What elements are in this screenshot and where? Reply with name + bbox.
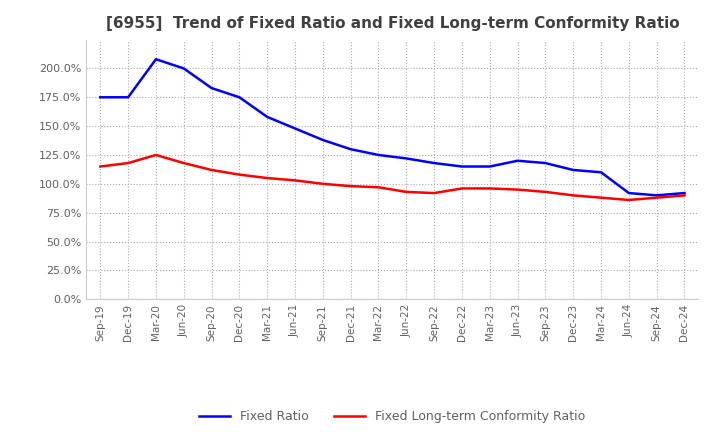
Fixed Ratio	[402, 156, 410, 161]
Fixed Ratio	[179, 66, 188, 71]
Fixed Long-term Conformity Ratio	[374, 185, 383, 190]
Title: [6955]  Trend of Fixed Ratio and Fixed Long-term Conformity Ratio: [6955] Trend of Fixed Ratio and Fixed Lo…	[106, 16, 679, 32]
Fixed Long-term Conformity Ratio	[235, 172, 243, 177]
Fixed Long-term Conformity Ratio	[402, 189, 410, 194]
Fixed Long-term Conformity Ratio	[124, 161, 132, 166]
Fixed Long-term Conformity Ratio	[96, 164, 104, 169]
Fixed Ratio	[124, 95, 132, 100]
Fixed Ratio	[485, 164, 494, 169]
Line: Fixed Ratio: Fixed Ratio	[100, 59, 685, 195]
Fixed Long-term Conformity Ratio	[458, 186, 467, 191]
Fixed Ratio	[541, 161, 550, 166]
Fixed Long-term Conformity Ratio	[569, 193, 577, 198]
Fixed Long-term Conformity Ratio	[346, 183, 355, 189]
Fixed Long-term Conformity Ratio	[652, 195, 661, 200]
Fixed Ratio	[235, 95, 243, 100]
Fixed Ratio	[96, 95, 104, 100]
Fixed Ratio	[652, 193, 661, 198]
Fixed Long-term Conformity Ratio	[430, 191, 438, 196]
Fixed Ratio	[513, 158, 522, 163]
Fixed Long-term Conformity Ratio	[541, 189, 550, 194]
Fixed Long-term Conformity Ratio	[152, 152, 161, 158]
Fixed Ratio	[152, 57, 161, 62]
Fixed Long-term Conformity Ratio	[485, 186, 494, 191]
Fixed Long-term Conformity Ratio	[513, 187, 522, 192]
Fixed Long-term Conformity Ratio	[207, 167, 216, 172]
Fixed Ratio	[458, 164, 467, 169]
Fixed Ratio	[597, 170, 606, 175]
Fixed Ratio	[263, 114, 271, 120]
Fixed Ratio	[624, 191, 633, 196]
Line: Fixed Long-term Conformity Ratio: Fixed Long-term Conformity Ratio	[100, 155, 685, 200]
Fixed Long-term Conformity Ratio	[291, 178, 300, 183]
Fixed Ratio	[569, 167, 577, 172]
Fixed Ratio	[207, 85, 216, 91]
Fixed Ratio	[374, 152, 383, 158]
Fixed Long-term Conformity Ratio	[179, 161, 188, 166]
Fixed Ratio	[291, 126, 300, 131]
Fixed Long-term Conformity Ratio	[263, 176, 271, 181]
Legend: Fixed Ratio, Fixed Long-term Conformity Ratio: Fixed Ratio, Fixed Long-term Conformity …	[194, 405, 590, 428]
Fixed Ratio	[680, 191, 689, 196]
Fixed Ratio	[346, 147, 355, 152]
Fixed Long-term Conformity Ratio	[597, 195, 606, 200]
Fixed Ratio	[430, 161, 438, 166]
Fixed Long-term Conformity Ratio	[624, 197, 633, 202]
Fixed Long-term Conformity Ratio	[318, 181, 327, 187]
Fixed Long-term Conformity Ratio	[680, 193, 689, 198]
Fixed Ratio	[318, 137, 327, 143]
